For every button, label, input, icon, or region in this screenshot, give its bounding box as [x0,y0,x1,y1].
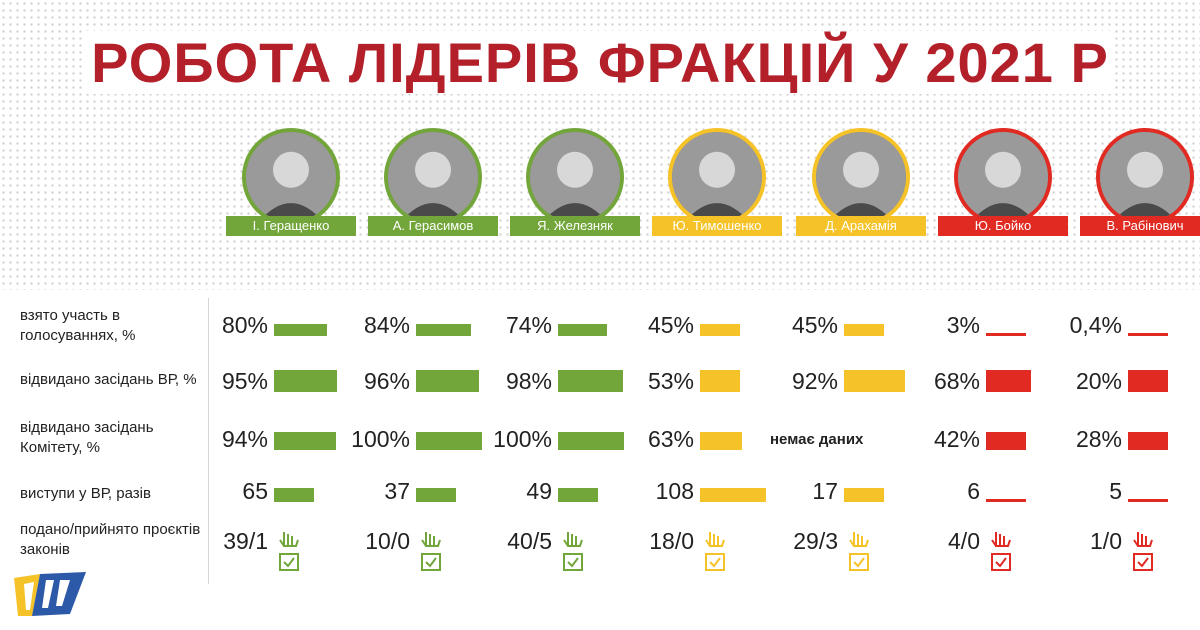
bar [416,432,482,450]
value-label: 108 [655,478,694,504]
leader-name: В. Рабінович [1080,216,1200,236]
leader-name: Я. Железняк [510,216,640,236]
value-label: 92% [791,368,838,394]
value-label: 53% [647,368,694,394]
value-label: 74% [505,312,552,338]
bar [274,324,327,336]
leader-card: І. Геращенко [226,128,356,240]
value-label: 94% [221,426,268,452]
ballot-icon [279,532,299,571]
value-label: 98% [505,368,552,394]
value-label: 80% [221,312,268,338]
bar [274,432,336,450]
value-label: 20% [1075,368,1122,394]
bar [1128,370,1168,392]
bar [1128,499,1168,502]
bar [700,370,740,392]
ballot-icon [563,532,583,571]
row-label: взято участь в голосуваннях, % [20,307,136,344]
value-label: 95% [221,368,268,394]
value-label: 65 [242,478,268,504]
bar [700,488,766,502]
avatar [954,128,1052,226]
bar [274,488,314,502]
ballot-icon [991,532,1011,571]
leader-card: В. Рабінович [1080,128,1200,240]
value-label: 84% [363,312,410,338]
value-label: 100% [351,426,410,452]
avatar [526,128,624,226]
bar [986,333,1026,336]
bar [274,370,337,392]
value-label: 10/0 [365,528,410,554]
value-label: 49 [526,478,552,504]
bar [844,324,884,336]
bar [558,370,623,392]
bar [844,370,905,392]
bar [416,488,456,502]
bar [558,432,624,450]
leader-card: А. Герасимов [368,128,498,240]
value-label: 68% [933,368,980,394]
value-label: 45% [791,312,838,338]
ballot-icon [849,532,869,571]
value-label: 29/3 [793,528,838,554]
bar [558,488,598,502]
leader-name: Д. Арахамія [796,216,926,236]
bar [844,488,884,502]
avatar [242,128,340,226]
value-label: 63% [647,426,694,452]
avatar [668,128,766,226]
leader-name: А. Герасимов [368,216,498,236]
value-label: 5 [1109,478,1122,504]
leader-name: Ю. Бойко [938,216,1068,236]
row-label: подано/прийнято проєктів законів [20,521,201,558]
row-label: відвидано засідань Комітету, % [20,419,154,456]
bar [986,370,1031,392]
leader-card: Ю. Бойко [938,128,1068,240]
bar [986,432,1026,450]
value-label: 40/5 [507,528,552,554]
value-label: 100% [493,426,552,452]
bar [558,324,607,336]
value-label: 4/0 [948,528,980,554]
chesno-logo [14,572,86,616]
value-label: 17 [812,478,838,504]
ballot-icon [421,532,441,571]
ballot-icon [1133,532,1153,571]
value-label: 28% [1075,426,1122,452]
bar [416,324,471,336]
value-label: 45% [647,312,694,338]
value-label: 42% [933,426,980,452]
avatar [384,128,482,226]
value-label: 3% [946,312,980,338]
row-label: відвидано засідань ВР, % [20,371,197,388]
bar [700,432,742,450]
divider [208,298,209,584]
bar [700,324,740,336]
ballot-icon [705,532,725,571]
leader-card: Я. Железняк [510,128,640,240]
leader-name: І. Геращенко [226,216,356,236]
page-title: РОБОТА ЛІДЕРІВ ФРАКЦІЙ У 2021 Р [0,30,1200,95]
avatar [812,128,910,226]
value-label: 37 [384,478,410,504]
leader-card: Ю. Тимошенко [652,128,782,240]
leader-name: Ю. Тимошенко [652,216,782,236]
value-label: 96% [363,368,410,394]
leader-card: Д. Арахамія [796,128,926,240]
value-label: 0,4% [1069,312,1122,338]
value-label: 1/0 [1090,528,1122,554]
avatar [1096,128,1194,226]
bar [416,370,479,392]
bar [986,499,1026,502]
bar [1128,333,1168,336]
value-label: 6 [967,478,980,504]
row-label: виступи у ВР, разів [20,485,151,502]
bar [1128,432,1168,450]
no-data-label: немає даних [770,431,864,448]
value-label: 39/1 [223,528,268,554]
value-label: 18/0 [649,528,694,554]
